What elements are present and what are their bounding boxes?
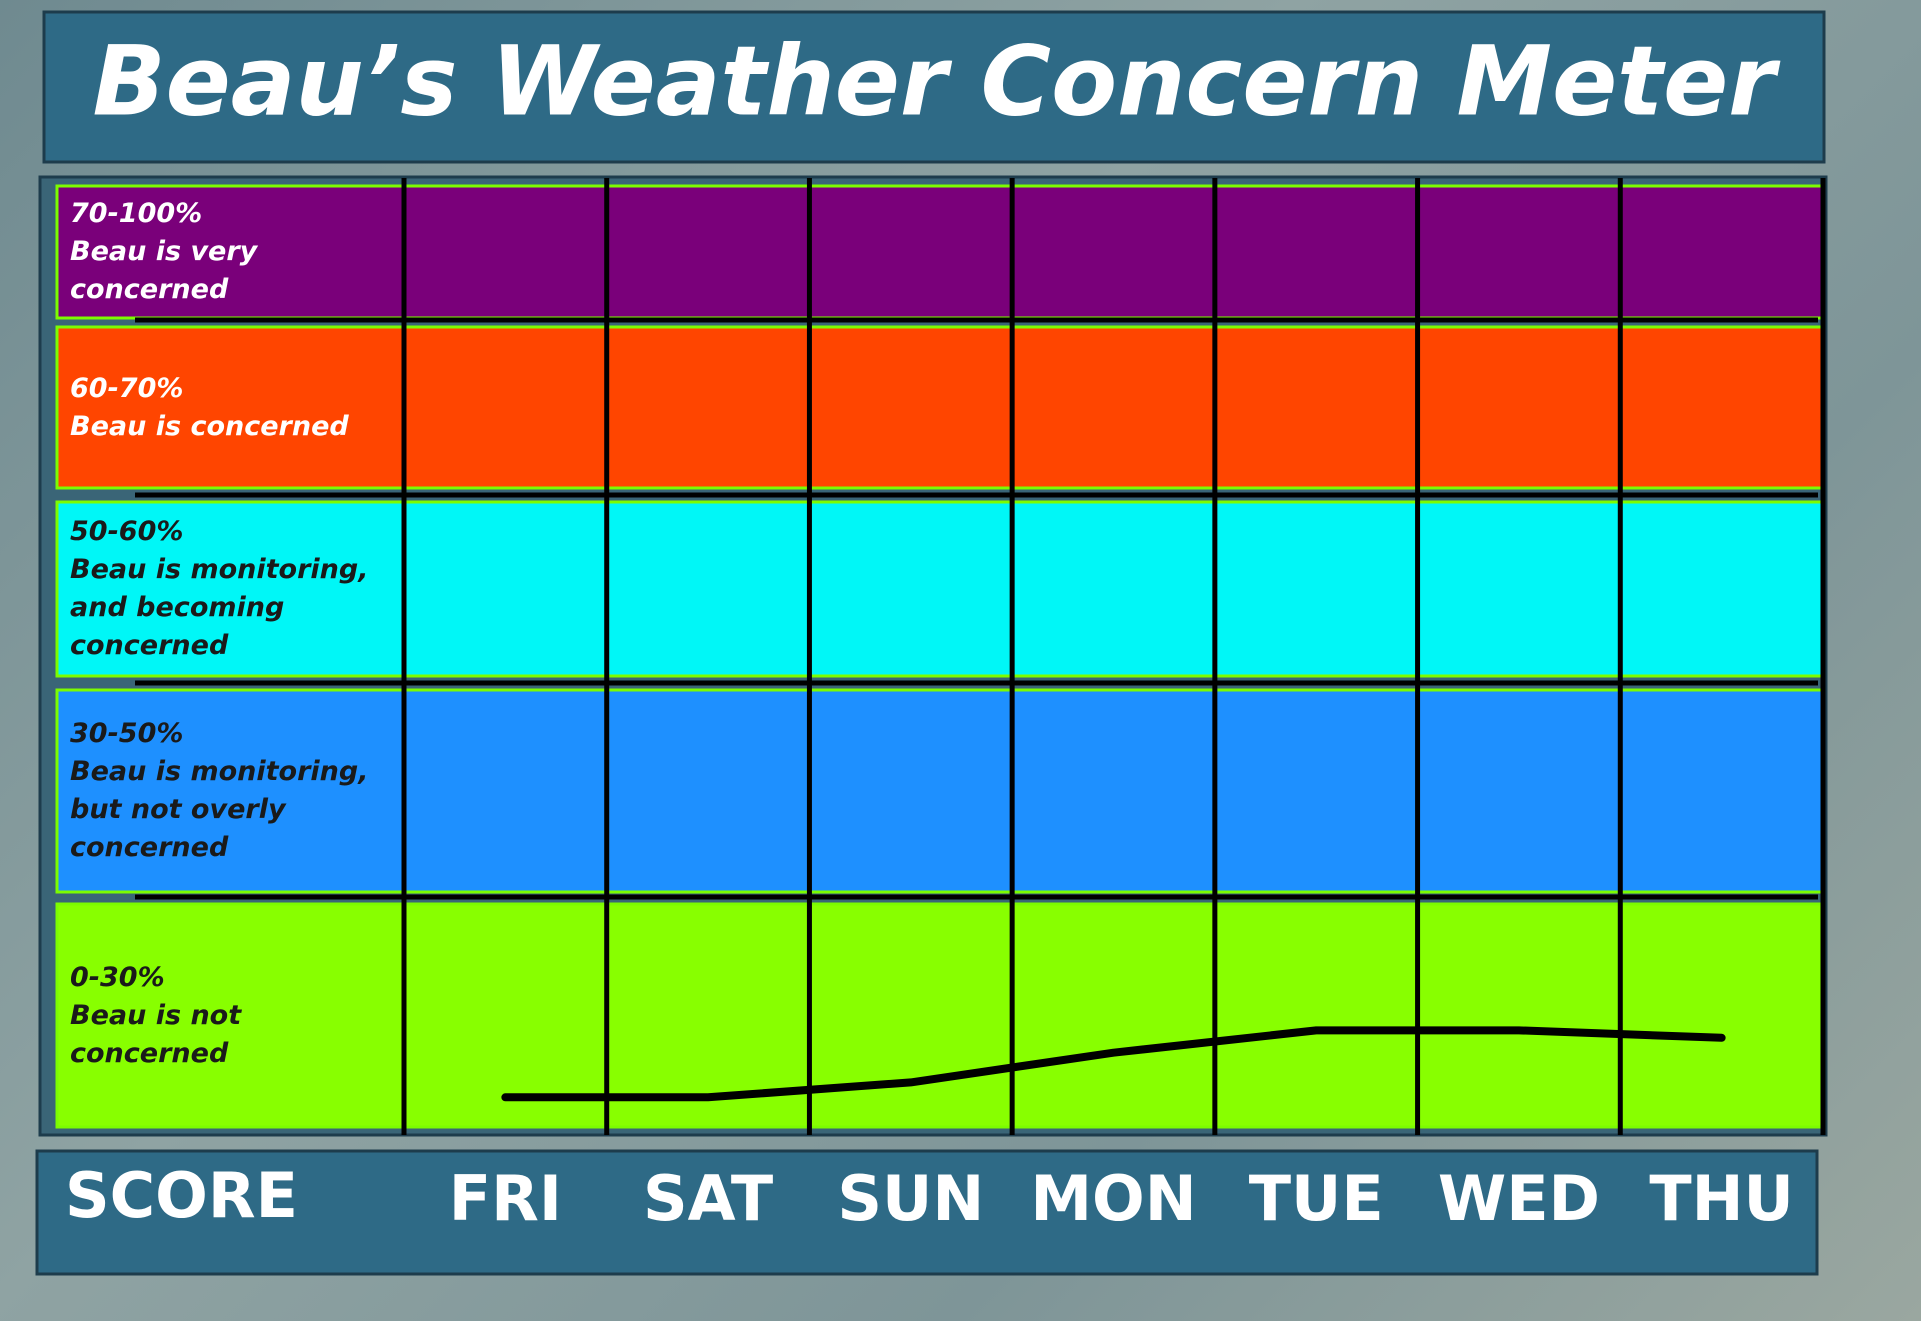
chart-title: Beau’s Weather Concern Meter xyxy=(92,25,1781,137)
band-description: Beau is concerned xyxy=(70,410,349,442)
band-label: 30-50% xyxy=(70,718,184,749)
axis-box xyxy=(35,1149,1819,1276)
x-tick-label: SUN xyxy=(837,1162,984,1235)
band-text: 60-70% Beau is concerned xyxy=(70,370,370,446)
band-label: 0-30% xyxy=(70,961,165,993)
band xyxy=(55,902,1825,1129)
x-tick-label: SAT xyxy=(643,1162,773,1235)
band xyxy=(55,688,1825,894)
x-tick-label: FRI xyxy=(449,1162,562,1235)
band-label: 70-100% xyxy=(70,198,203,229)
x-tick-label: TUE xyxy=(1249,1162,1384,1235)
band-text: 50-60% Beau is monitoring, and becoming c… xyxy=(70,513,370,665)
band-description: Beau is monitoring, but not overly conce… xyxy=(70,756,369,863)
band xyxy=(55,325,1825,490)
band-label: 60-70% xyxy=(70,372,184,404)
title-box xyxy=(42,10,1826,164)
band-description: Beau is not concerned xyxy=(70,999,242,1069)
x-tick-label: THU xyxy=(1649,1162,1794,1235)
x-tick-label: MON xyxy=(1030,1162,1196,1235)
band-description: Beau is monitoring, and becoming concern… xyxy=(70,554,369,661)
score-label: SCORE xyxy=(65,1159,298,1232)
band-label: 50-60% xyxy=(70,516,184,547)
band-description: Beau is very concerned xyxy=(70,236,258,305)
x-tick-label: WED xyxy=(1438,1162,1600,1235)
band-text: 70-100% Beau is very concerned xyxy=(70,195,330,309)
band xyxy=(55,500,1825,678)
band-text: 30-50% Beau is monitoring, but not overly… xyxy=(70,715,380,867)
band-text: 0-30% Beau is not concerned xyxy=(70,959,270,1073)
concern-line xyxy=(501,1026,1726,1102)
